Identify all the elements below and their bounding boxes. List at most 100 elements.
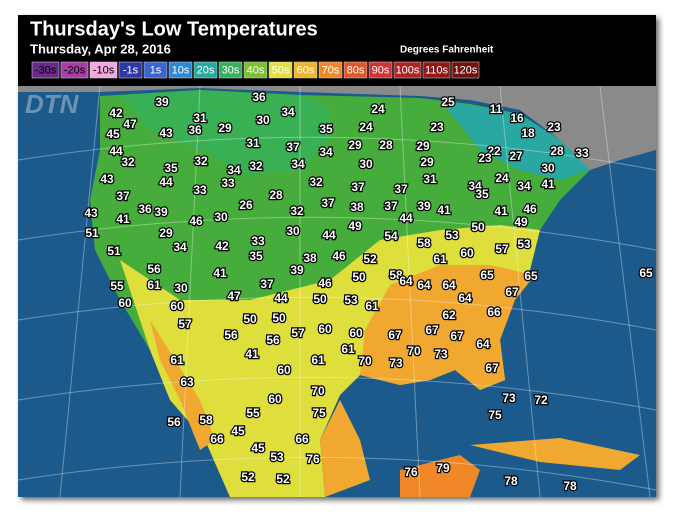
temperature: 66	[295, 432, 309, 446]
temperature: 31	[423, 172, 437, 186]
temperature: 60	[349, 326, 363, 340]
temperature: 57	[291, 326, 305, 340]
temperature: 33	[193, 183, 207, 197]
legend: -30s -20s -10s -1s 1s 10s 20s 30s 40s 50s 60s 70s 80…	[31, 61, 480, 79]
temperature: 63	[180, 375, 194, 389]
temperature: 73	[389, 356, 403, 370]
temperature: 67	[485, 361, 499, 375]
land	[18, 86, 656, 497]
temperature: 76	[404, 465, 418, 479]
temperature: 58	[417, 236, 431, 250]
temperature: 41	[213, 266, 227, 280]
temperature: 29	[159, 226, 173, 240]
temperature: 64	[442, 278, 456, 292]
temperature: 42	[109, 106, 123, 120]
temperature: 29	[218, 121, 232, 135]
title: Thursday's Low Temperatures	[30, 18, 318, 40]
temperature: 70	[311, 384, 325, 398]
temperature: 28	[269, 188, 283, 202]
legend-swatch	[60, 61, 89, 79]
legend-label: -1s	[123, 64, 139, 76]
temperature: 66	[487, 305, 501, 319]
temperature: 79	[436, 461, 450, 475]
temperature: 53	[344, 293, 358, 307]
temperature: 25	[441, 95, 455, 109]
temperature: 32	[290, 204, 304, 218]
temperature: 64	[476, 337, 490, 351]
legend-swatch	[143, 61, 168, 79]
temperature: 27	[509, 149, 523, 163]
temperature: 30	[256, 113, 270, 127]
temperature: 49	[348, 219, 362, 233]
temperature: 56	[224, 328, 238, 342]
temperature: 41	[541, 177, 555, 191]
temperature: 58	[389, 268, 403, 282]
temperature: 46	[318, 276, 332, 290]
temperature: 51	[107, 244, 121, 258]
legend-label: 80s	[347, 64, 365, 76]
temperature: 28	[379, 138, 393, 152]
temperature: 52	[363, 252, 377, 266]
legend-swatch	[243, 61, 268, 79]
temperature: 67	[505, 285, 519, 299]
temperature: 24	[495, 171, 509, 185]
temperature: 36	[188, 123, 202, 137]
temperature: 61	[365, 299, 379, 313]
temperature: 37	[384, 199, 398, 213]
temperature: 31	[193, 111, 207, 125]
legend-swatch	[422, 61, 451, 79]
temperature: 72	[534, 393, 548, 407]
legend-label: 120s	[454, 64, 478, 76]
legend-label: -30s	[35, 64, 57, 76]
legend-label: 20s	[197, 64, 215, 76]
temperature: 18	[521, 126, 535, 140]
temperature: 30	[286, 224, 300, 238]
temperature: 24	[371, 102, 385, 116]
temperature: 34	[291, 157, 305, 171]
temperature: 47	[123, 117, 137, 131]
temperature: 33	[575, 146, 589, 160]
temperature: 34	[281, 105, 295, 119]
temperature: 29	[416, 139, 430, 153]
legend-swatch	[118, 61, 143, 79]
temperature: 37	[116, 189, 130, 203]
legend-label: 10s	[172, 64, 190, 76]
temperature: 67	[450, 329, 464, 343]
legend-label: 100s	[396, 64, 420, 76]
temperature: 64	[417, 278, 431, 292]
legend-label: 70s	[322, 64, 340, 76]
temperature: 34	[517, 179, 531, 193]
temperature: 43	[159, 126, 173, 140]
temperature: 23	[430, 120, 444, 134]
temperature: 41	[494, 204, 508, 218]
temperature: 37	[394, 182, 408, 196]
temperature: 73	[502, 391, 516, 405]
temperature: 37	[351, 180, 365, 194]
temperature: 35	[319, 122, 333, 136]
legend-label: -10s	[93, 64, 115, 76]
temperature: 33	[251, 234, 265, 248]
temperature: 45	[106, 127, 120, 141]
temperature: 57	[495, 242, 509, 256]
legend-label: 30s	[222, 64, 240, 76]
temperature: 39	[155, 95, 169, 109]
temperature: 55	[246, 406, 260, 420]
temperature: 23	[547, 120, 561, 134]
watermark: DTN	[25, 89, 80, 119]
temperature: 46	[523, 202, 537, 216]
temperature: 50	[313, 292, 327, 306]
temperature: 43	[84, 206, 98, 220]
graticule	[17, 85, 657, 498]
temperature: 70	[358, 354, 372, 368]
temperature: 50	[243, 312, 257, 326]
temperature: 16	[510, 111, 524, 125]
legend-label: 60s	[297, 64, 315, 76]
temperature: 61	[147, 278, 161, 292]
temperature: 38	[350, 200, 364, 214]
temperature: 64	[399, 274, 413, 288]
temperature: 60	[170, 299, 184, 313]
temperature: 23	[478, 151, 492, 165]
legend-swatch	[318, 61, 343, 79]
temperature: 26	[239, 198, 253, 212]
